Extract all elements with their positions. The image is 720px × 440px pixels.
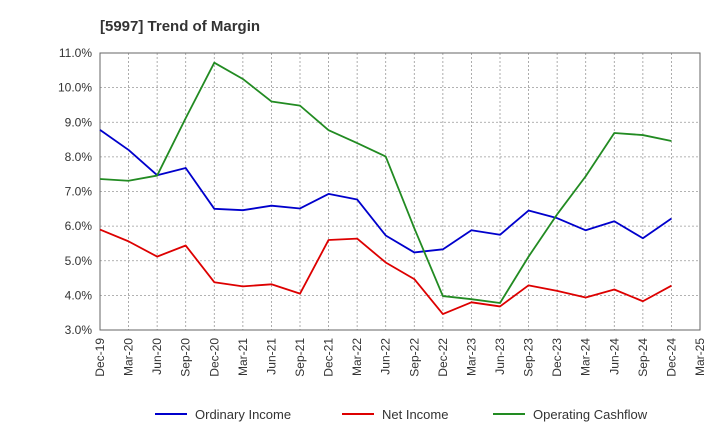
- x-tick-label: Sep-23: [522, 338, 536, 377]
- legend-label-2: Operating Cashflow: [533, 407, 648, 422]
- x-tick-label: Mar-24: [579, 338, 593, 376]
- series-lines: [99, 61, 672, 315]
- x-tick-label: Mar-22: [350, 338, 364, 376]
- y-tick-label: 9.0%: [65, 115, 93, 129]
- legend-label-1: Net Income: [382, 407, 448, 422]
- y-tick-label: 8.0%: [65, 150, 93, 164]
- x-tick-label: Mar-20: [122, 338, 136, 376]
- y-tick-label: 3.0%: [65, 323, 93, 337]
- x-tick-label: Sep-21: [293, 338, 307, 377]
- series-line-0: [99, 129, 672, 254]
- legend-label-0: Ordinary Income: [195, 407, 291, 422]
- y-tick-label: 7.0%: [65, 185, 93, 199]
- series-line-2: [99, 61, 672, 304]
- x-tick-label: Dec-21: [322, 338, 336, 377]
- x-tick-label: Jun-22: [379, 338, 393, 375]
- axes: 3.0% 4.0% 5.0% 6.0% 7.0% 8.0% 9.0% 10.0% 11.0% De…: [58, 46, 707, 377]
- x-tick-label: Mar-21: [236, 338, 250, 376]
- x-tick-label: Mar-25: [693, 338, 707, 376]
- y-tick-label: 6.0%: [65, 219, 93, 233]
- x-tick-label: Mar-23: [464, 338, 478, 376]
- x-tick-label: Sep-20: [179, 338, 193, 377]
- series-line-1: [99, 228, 672, 315]
- y-tick-label: 11.0%: [59, 46, 92, 60]
- legend: Ordinary Income Net Income Operating Cashf…: [155, 407, 648, 422]
- x-tick-label: Sep-24: [636, 338, 650, 377]
- x-tick-label: Sep-22: [407, 338, 421, 377]
- x-tick-label: Dec-22: [436, 338, 450, 377]
- y-tick-label: 4.0%: [65, 288, 93, 302]
- chart-title: [5997] Trend of Margin: [100, 18, 260, 35]
- x-tick-label: Dec-19: [93, 338, 107, 377]
- x-tick-label: Jun-20: [150, 338, 164, 375]
- x-tick-label: Jun-21: [264, 338, 278, 375]
- plot-frame: [99, 52, 701, 331]
- x-tick-label: Dec-24: [664, 338, 678, 377]
- y-tick-label: 5.0%: [65, 254, 93, 268]
- x-tick-label: Jun-24: [607, 338, 621, 375]
- x-tick-label: Jun-23: [493, 338, 507, 375]
- x-tick-label: Dec-20: [207, 338, 221, 377]
- x-tick-label: Dec-23: [550, 338, 564, 377]
- y-tick-label: 10.0%: [58, 81, 92, 95]
